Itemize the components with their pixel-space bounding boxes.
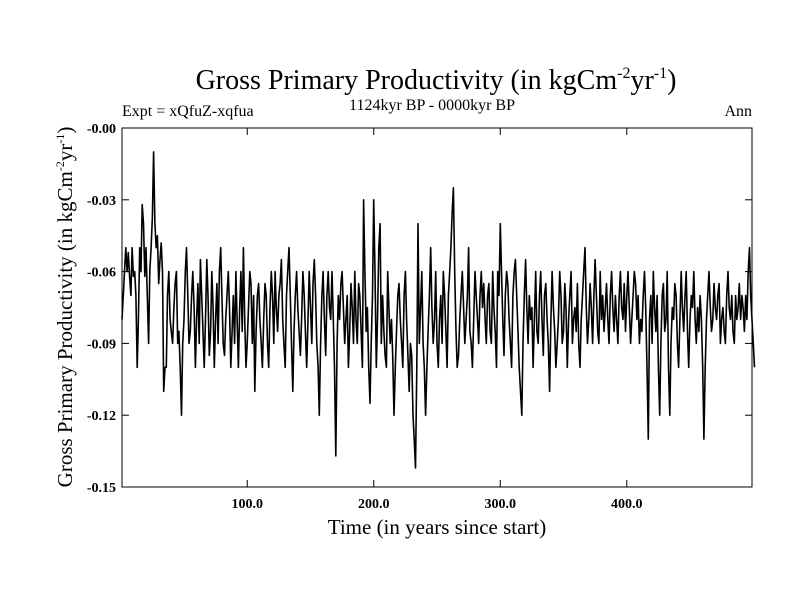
x-tick-label: 400.0 [611, 497, 643, 512]
x-axis: 100.0 200.0 300.0 400.0 [231, 128, 643, 512]
y-tick-label: -0.00 [87, 122, 116, 137]
series-line [121, 151, 756, 469]
x-tick-label: 100.0 [231, 497, 263, 512]
chart-subtitle: 1124kyr BP - 0000kyr BP [349, 97, 515, 114]
expt-label: Expt = xQfuZ-xqfua [122, 103, 254, 120]
x-tick-label: 200.0 [358, 497, 390, 512]
series-group [121, 151, 756, 469]
y-tick-label: -0.15 [87, 481, 116, 496]
chart-title: Gross Primary Productivity (in kgCm-2yr-… [196, 65, 677, 96]
season-label: Ann [724, 103, 752, 120]
y-tick-label: -0.09 [87, 337, 116, 352]
y-axis-label: Gross Primary Productivity (in kgCm-2yr-… [53, 127, 77, 488]
x-axis-label: Time (in years since start) [328, 515, 547, 539]
y-axis: -0.15 -0.12 -0.09 -0.06 -0.03 -0.00 [87, 122, 752, 496]
y-tick-label: -0.06 [87, 266, 116, 281]
y-tick-label: -0.03 [87, 194, 116, 209]
y-tick-label: -0.12 [87, 409, 116, 424]
x-tick-label: 300.0 [485, 497, 517, 512]
